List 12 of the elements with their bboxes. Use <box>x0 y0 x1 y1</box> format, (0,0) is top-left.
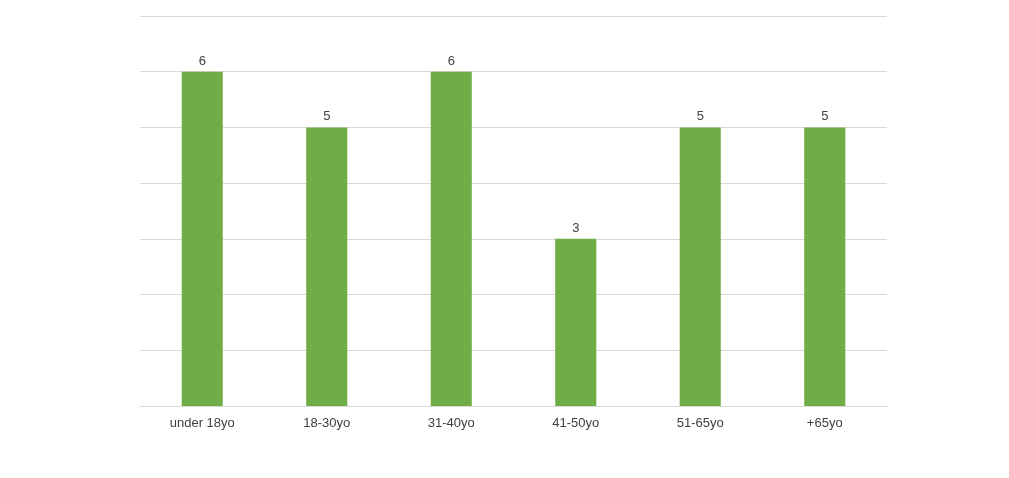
data-label: 5 <box>696 108 704 124</box>
x-tick-label: +65yo <box>806 415 843 430</box>
x-tick-label: 18-30yo <box>303 415 351 430</box>
x-tick-label: under 18yo <box>169 415 235 430</box>
data-label: 6 <box>198 52 206 68</box>
data-label: 5 <box>323 108 331 124</box>
x-tick-label: 31-40yo <box>427 415 475 430</box>
data-label: 3 <box>572 219 580 235</box>
data-label: 5 <box>821 108 829 124</box>
x-tick-label: 51-65yo <box>676 415 724 430</box>
x-tick-label: 41-50yo <box>552 415 600 430</box>
data-label: 6 <box>447 52 455 68</box>
